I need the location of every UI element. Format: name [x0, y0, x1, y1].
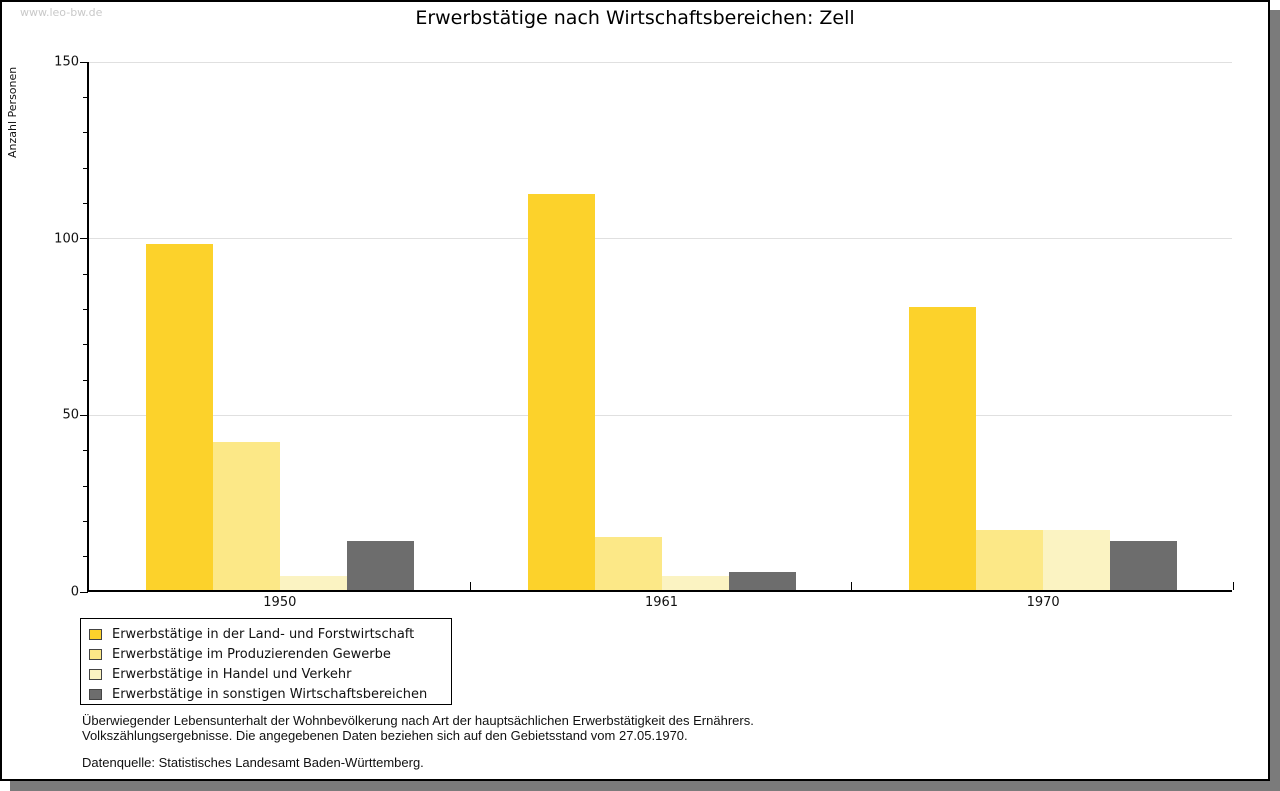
chart-title: Erwerbstätige nach Wirtschaftsbereichen:…: [415, 7, 855, 29]
y-tick-label: 0: [70, 584, 79, 600]
y-axis-minor-tick: [83, 202, 88, 204]
legend-swatch-icon: [89, 668, 102, 680]
x-tick-label: 1961: [644, 595, 679, 610]
legend-item: Erwerbstätige in Handel und Verkehr: [89, 664, 451, 684]
bar-1961-3: [661, 575, 729, 590]
y-tick-label: 50: [62, 407, 79, 423]
y-axis-tick: [80, 238, 88, 240]
y-axis-minor-tick: [83, 379, 88, 381]
y-axis-minor-tick: [83, 520, 88, 522]
y-axis-minor-tick: [83, 96, 88, 98]
y-axis-minor-tick: [83, 556, 88, 558]
legend-label: Erwerbstätige im Produzierenden Gewerbe: [112, 646, 391, 662]
gridline: [89, 61, 1232, 63]
y-axis-minor-tick: [83, 344, 88, 346]
legend-item: Erwerbstätige im Produzierenden Gewerbe: [89, 644, 451, 664]
y-axis-minor-tick: [83, 485, 88, 487]
bar-1970-1: [909, 307, 977, 590]
bar-1961-1: [527, 194, 595, 590]
bar-1950-2: [212, 441, 280, 590]
footnote-line: Volkszählungsergebnisse. Die angegebenen…: [82, 728, 688, 743]
legend-swatch-icon: [89, 688, 102, 700]
bar-1970-3: [1043, 529, 1111, 590]
chart-frame: www.leo-bw.de Erwerbstätige nach Wirtsch…: [0, 0, 1270, 781]
y-axis-minor-tick: [83, 167, 88, 169]
y-axis-tick: [80, 591, 88, 593]
source-line: Datenquelle: Statistisches Landesamt Bad…: [82, 755, 424, 770]
bar-1961-4: [728, 572, 796, 590]
x-axis-tick: [1233, 582, 1234, 590]
y-axis-tick: [80, 61, 88, 63]
bar-1950-4: [346, 540, 414, 590]
y-tick-label: 100: [54, 231, 79, 247]
y-axis-title: Anzahl Personen: [6, 66, 19, 158]
gridline: [89, 414, 1232, 416]
footnote: Überwiegender Lebensunterhalt der Wohnbe…: [82, 713, 754, 770]
y-axis-minor-tick: [83, 308, 88, 310]
plot-area: 0 50 100 150 1950 1961 1970: [54, 55, 1234, 610]
bar-1950-1: [145, 243, 213, 590]
bar-1950-3: [279, 575, 347, 590]
x-tick-label: 1970: [1026, 595, 1060, 610]
y-axis-tick: [80, 414, 88, 416]
legend-item: Erwerbstätige in sonstigen Wirtschaftsbe…: [89, 684, 451, 704]
legend-swatch-icon: [89, 628, 102, 640]
bar-1961-2: [594, 537, 662, 590]
legend-label: Erwerbstätige in sonstigen Wirtschaftsbe…: [112, 686, 428, 702]
bar-1970-2: [976, 529, 1044, 590]
legend-box: Erwerbstätige in der Land- und Forstwirt…: [80, 618, 452, 705]
y-tick-label: 150: [54, 54, 79, 70]
bar-1970-4: [1110, 540, 1178, 590]
gridline: [89, 238, 1232, 240]
footnote-line: Überwiegender Lebensunterhalt der Wohnbe…: [82, 713, 754, 728]
legend-swatch-icon: [89, 648, 102, 660]
legend-label: Erwerbstätige in Handel und Verkehr: [112, 666, 352, 682]
y-axis-minor-tick: [83, 450, 88, 452]
x-tick-label: 1950: [263, 595, 297, 610]
legend-label: Erwerbstätige in der Land- und Forstwirt…: [112, 626, 415, 642]
legend-item: Erwerbstätige in der Land- und Forstwirt…: [89, 624, 451, 644]
y-axis-minor-tick: [83, 273, 88, 275]
y-axis-minor-tick: [83, 132, 88, 134]
watermark: www.leo-bw.de: [20, 6, 103, 19]
x-axis-tick: [469, 582, 471, 590]
x-axis-tick: [851, 582, 853, 590]
